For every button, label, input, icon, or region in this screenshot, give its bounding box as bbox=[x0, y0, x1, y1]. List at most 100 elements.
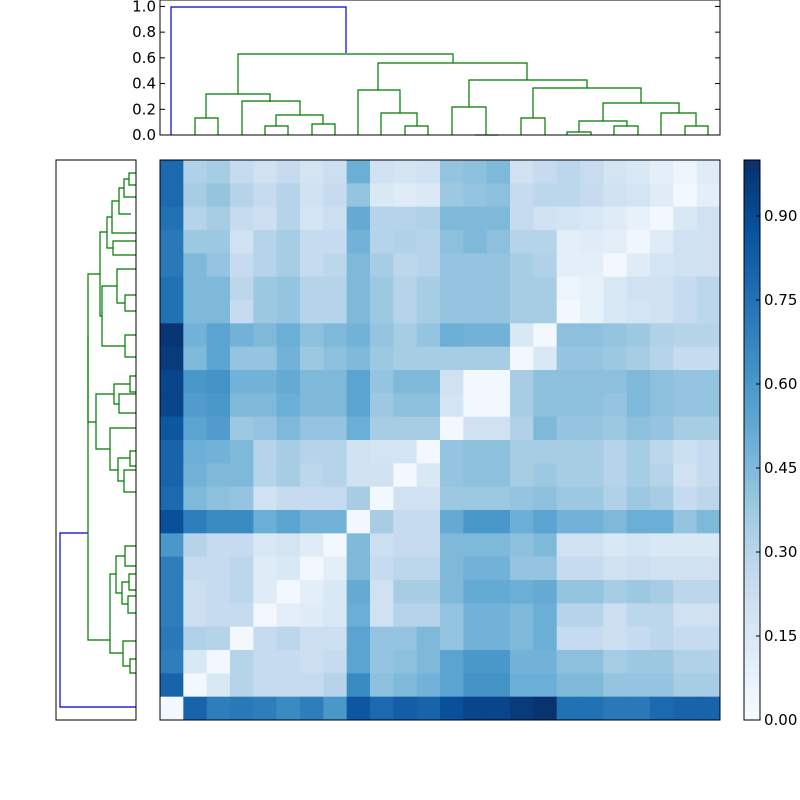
heatmap-cell bbox=[253, 160, 278, 184]
heatmap-cell bbox=[206, 556, 231, 581]
heatmap-cell bbox=[323, 393, 348, 418]
heatmap-cell bbox=[556, 650, 581, 674]
top-dendrogram-link bbox=[377, 62, 528, 90]
heatmap-cell bbox=[533, 300, 558, 324]
heatmap-cell bbox=[696, 183, 721, 208]
heatmap-cell bbox=[206, 580, 231, 604]
heatmap-cell bbox=[393, 440, 418, 464]
heatmap-cell bbox=[533, 230, 558, 254]
heatmap-cell bbox=[206, 300, 231, 324]
heatmap-cell bbox=[230, 183, 254, 208]
heatmap-cell bbox=[533, 673, 558, 698]
heatmap-cell bbox=[510, 626, 534, 651]
heatmap-cell bbox=[183, 486, 208, 511]
heatmap-cell bbox=[603, 650, 628, 674]
heatmap-cell bbox=[580, 463, 604, 488]
heatmap-cell bbox=[183, 253, 208, 278]
heatmap-cell bbox=[440, 510, 464, 534]
heatmap-cell bbox=[510, 206, 534, 231]
heatmap-cell bbox=[346, 323, 371, 348]
top-dendrogram-link bbox=[357, 89, 401, 135]
heatmap-cell bbox=[463, 276, 488, 301]
heatmap-cell bbox=[276, 183, 301, 208]
heatmap-cell bbox=[440, 673, 464, 698]
heatmap-cell bbox=[276, 276, 301, 301]
heatmap-cell bbox=[206, 463, 231, 488]
heatmap-cell bbox=[323, 160, 348, 184]
heatmap-cell bbox=[393, 556, 418, 581]
top-dendrogram-tick-label: 0.2 bbox=[132, 100, 156, 118]
heatmap-cell bbox=[580, 650, 604, 674]
heatmap-cell bbox=[696, 346, 721, 371]
colorbar-tick-label: 0.60 bbox=[764, 375, 797, 393]
heatmap-cell bbox=[300, 556, 324, 581]
heatmap-cell bbox=[370, 696, 394, 721]
left-dendrogram-link bbox=[87, 336, 110, 641]
heatmap-cell bbox=[463, 416, 488, 441]
heatmap-cell bbox=[300, 230, 324, 254]
heatmap-cell bbox=[276, 393, 301, 418]
heatmap-cell bbox=[580, 486, 604, 511]
heatmap-cell bbox=[230, 370, 254, 394]
top-dendrogram-link bbox=[404, 125, 429, 135]
heatmap-cell bbox=[673, 393, 698, 418]
heatmap-cell bbox=[323, 276, 348, 301]
heatmap-cell bbox=[230, 556, 254, 581]
heatmap-cell bbox=[230, 463, 254, 488]
heatmap-cell bbox=[673, 183, 698, 208]
heatmap-cell bbox=[626, 463, 651, 488]
heatmap-cell bbox=[416, 230, 441, 254]
heatmap-cell bbox=[393, 510, 418, 534]
heatmap-cell bbox=[370, 370, 394, 394]
heatmap-cell bbox=[183, 276, 208, 301]
top-dendrogram bbox=[170, 6, 709, 136]
heatmap-cell bbox=[230, 160, 254, 184]
heatmap-cell bbox=[300, 393, 324, 418]
heatmap-cell bbox=[463, 440, 488, 464]
heatmap-cell bbox=[230, 440, 254, 464]
heatmap-cell bbox=[370, 393, 394, 418]
heatmap-cell bbox=[696, 370, 721, 394]
heatmap-cell bbox=[673, 580, 698, 604]
heatmap-cell bbox=[276, 463, 301, 488]
heatmap-cell bbox=[416, 300, 441, 324]
heatmap-cell bbox=[533, 183, 558, 208]
heatmap-cell bbox=[673, 276, 698, 301]
heatmap-cell bbox=[696, 160, 721, 184]
heatmap-cell bbox=[346, 370, 371, 394]
heatmap-cell bbox=[300, 253, 324, 278]
heatmap-cell bbox=[300, 463, 324, 488]
heatmap-cell bbox=[370, 323, 394, 348]
heatmap-cell bbox=[673, 673, 698, 698]
heatmap-cell bbox=[603, 440, 628, 464]
heatmap-cell bbox=[276, 580, 301, 604]
colorbar-axis: 0.00 0.15 0.30 0.45 0.60 0.75 0.90 bbox=[756, 207, 797, 729]
heatmap-cell bbox=[463, 580, 488, 604]
heatmap-cell bbox=[206, 416, 231, 441]
heatmap-cell bbox=[696, 673, 721, 698]
heatmap-cell bbox=[416, 556, 441, 581]
heatmap-cell bbox=[160, 463, 184, 488]
heatmap-cell bbox=[533, 346, 558, 371]
heatmap-cell bbox=[533, 580, 558, 604]
heatmap-cell bbox=[486, 626, 511, 651]
heatmap-cell bbox=[346, 300, 371, 324]
heatmap-cell bbox=[253, 510, 278, 534]
heatmap-cell bbox=[276, 696, 301, 721]
heatmap-cell bbox=[323, 416, 348, 441]
heatmap-cell bbox=[230, 603, 254, 628]
heatmap-cell bbox=[346, 230, 371, 254]
heatmap-cell bbox=[300, 626, 324, 651]
heatmap-cell bbox=[533, 276, 558, 301]
heatmap-cell bbox=[300, 673, 324, 698]
heatmap-cell bbox=[650, 230, 674, 254]
heatmap-cell bbox=[486, 650, 511, 674]
heatmap-cell bbox=[463, 160, 488, 184]
heatmap-cell bbox=[253, 206, 278, 231]
heatmap-cell bbox=[206, 440, 231, 464]
heatmap-cell bbox=[183, 370, 208, 394]
heatmap-cell bbox=[370, 276, 394, 301]
heatmap-cell bbox=[183, 626, 208, 651]
heatmap-cell bbox=[556, 253, 581, 278]
heatmap-cell bbox=[160, 346, 184, 371]
